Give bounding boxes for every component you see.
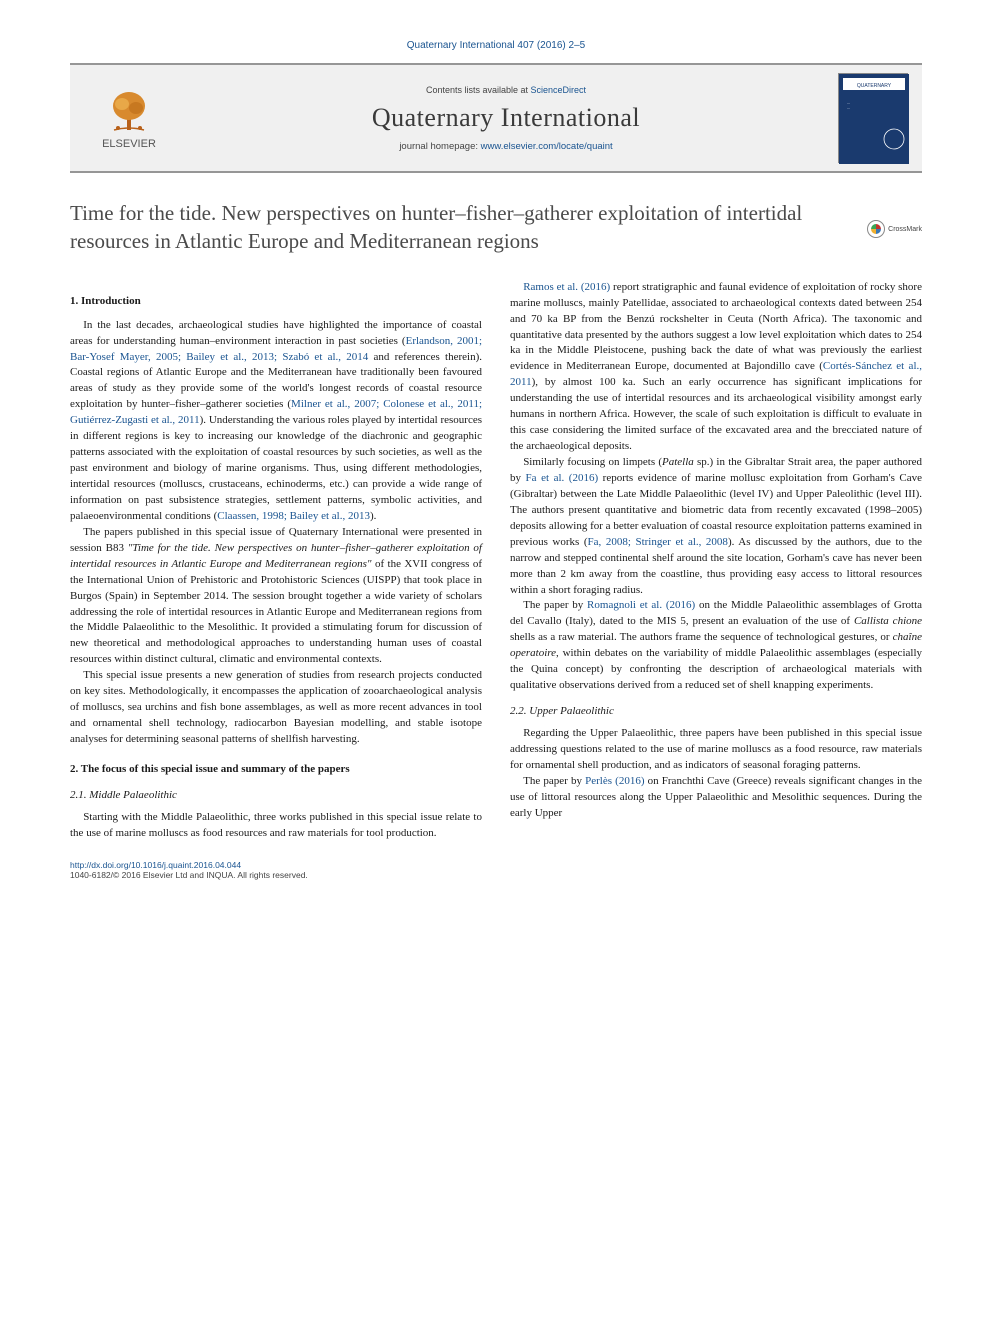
copyright-text: 1040-6182/© 2016 Elsevier Ltd and INQUA.… bbox=[70, 870, 308, 880]
journal-cover-thumbnail: QUATERNARY — — bbox=[838, 73, 908, 163]
homepage-line: journal homepage: www.elsevier.com/locat… bbox=[174, 141, 838, 152]
homepage-text: journal homepage: bbox=[399, 141, 480, 152]
journal-name: Quaternary International bbox=[174, 103, 838, 133]
species-italic: Patella bbox=[662, 456, 694, 468]
s21-p4: The paper by Romagnoli et al. (2016) on … bbox=[510, 598, 922, 694]
s21-p1: Starting with the Middle Palaeolithic, t… bbox=[70, 810, 482, 842]
s21-p3: Similarly focusing on limpets (Patella s… bbox=[510, 455, 922, 598]
s22-p2: The paper by Perlès (2016) on Franchthi … bbox=[510, 774, 922, 822]
journal-header-bar: ELSEVIER Contents lists available at Sci… bbox=[70, 63, 922, 173]
contents-text: Contents lists available at bbox=[426, 85, 531, 95]
article-title: Time for the tide. New perspectives on h… bbox=[70, 199, 922, 256]
citation[interactable]: Ramos et al. (2016) bbox=[523, 281, 610, 293]
citation[interactable]: Fa et al. (2016) bbox=[526, 472, 599, 484]
s1-p2: The papers published in this special iss… bbox=[70, 525, 482, 668]
elsevier-tree-logo bbox=[104, 86, 154, 136]
publisher-name: ELSEVIER bbox=[102, 138, 156, 150]
s1-p1: In the last decades, archaeological stud… bbox=[70, 318, 482, 525]
header-center: Contents lists available at ScienceDirec… bbox=[174, 85, 838, 152]
doi-link[interactable]: http://dx.doi.org/10.1016/j.quaint.2016.… bbox=[70, 860, 241, 870]
crossmark-label: CrossMark bbox=[888, 226, 922, 233]
section-2-2-heading: 2.2. Upper Palaeolithic bbox=[510, 704, 922, 720]
article-body: 1. Introduction In the last decades, arc… bbox=[70, 280, 922, 842]
crossmark-badge[interactable]: CrossMark bbox=[867, 220, 922, 238]
s21-p2: Ramos et al. (2016) report stratigraphic… bbox=[510, 280, 922, 455]
citation[interactable]: Perlès (2016) bbox=[585, 775, 644, 787]
page-footer: http://dx.doi.org/10.1016/j.quaint.2016.… bbox=[70, 860, 922, 880]
section-2-heading: 2. The focus of this special issue and s… bbox=[70, 762, 482, 778]
journal-reference: Quaternary International 407 (2016) 2–5 bbox=[70, 40, 922, 51]
publisher-block: ELSEVIER bbox=[84, 86, 174, 150]
s22-p1: Regarding the Upper Palaeolithic, three … bbox=[510, 726, 922, 774]
sciencedirect-link[interactable]: ScienceDirect bbox=[531, 85, 587, 95]
s1-p3: This special issue presents a new genera… bbox=[70, 668, 482, 748]
svg-text:QUATERNARY: QUATERNARY bbox=[857, 83, 892, 89]
section-2-1-heading: 2.1. Middle Palaeolithic bbox=[70, 788, 482, 804]
citation[interactable]: Claassen, 1998; Bailey et al., 2013 bbox=[217, 510, 370, 522]
citation[interactable]: Romagnoli et al. (2016) bbox=[587, 599, 695, 611]
contents-available-line: Contents lists available at ScienceDirec… bbox=[174, 85, 838, 95]
section-1-heading: 1. Introduction bbox=[70, 294, 482, 310]
crossmark-icon bbox=[867, 220, 885, 238]
citation[interactable]: Fa, 2008; Stringer et al., 2008 bbox=[588, 536, 728, 548]
species-italic: Callista chione bbox=[854, 615, 922, 627]
homepage-link[interactable]: www.elsevier.com/locate/quaint bbox=[481, 141, 613, 152]
